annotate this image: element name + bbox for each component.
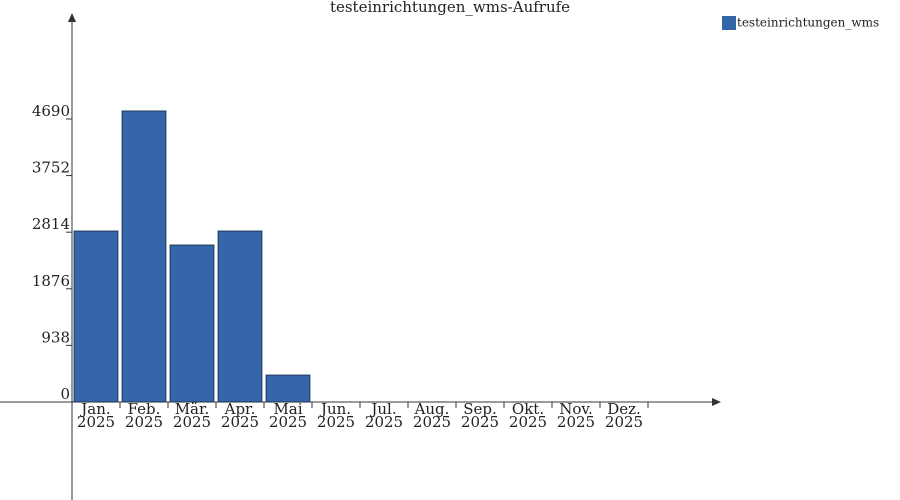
x-axis-arrow xyxy=(712,398,721,406)
bar xyxy=(121,110,167,403)
x-tick-label: Mär. 2025 xyxy=(173,400,211,431)
bar xyxy=(265,374,311,403)
y-tick-label: 1876 xyxy=(32,272,70,290)
bar xyxy=(169,244,215,403)
y-tick-label: 938 xyxy=(41,328,70,346)
x-tick-label: Feb. 2025 xyxy=(125,400,163,431)
y-tick-label: 3752 xyxy=(32,159,70,177)
y-tick-label: 4690 xyxy=(32,102,70,120)
bar xyxy=(217,230,263,403)
x-tick-label: Apr. 2025 xyxy=(221,400,259,431)
chart-title: testeinrichtungen_wms-Aufrufe xyxy=(330,0,570,16)
x-tick-label: Jan. 2025 xyxy=(77,400,115,431)
x-tick-label: Jun. 2025 xyxy=(317,400,355,431)
y-tick-label: 0 xyxy=(60,385,70,403)
y-axis-arrow xyxy=(68,13,76,22)
bar xyxy=(73,230,119,403)
x-tick-label: Sep. 2025 xyxy=(461,400,499,431)
x-tick-label: Dez. 2025 xyxy=(605,400,643,431)
legend-swatch xyxy=(722,16,736,30)
legend-label: testeinrichtungen_wms xyxy=(737,16,879,30)
x-tick-label: Nov. 2025 xyxy=(557,400,595,431)
x-tick-label: Aug. 2025 xyxy=(413,400,451,431)
x-tick-label: Jul. 2025 xyxy=(365,400,403,431)
y-tick-label: 2814 xyxy=(32,215,70,233)
x-tick-label: Okt. 2025 xyxy=(509,400,547,431)
x-tick-label: Mai 2025 xyxy=(269,400,307,431)
